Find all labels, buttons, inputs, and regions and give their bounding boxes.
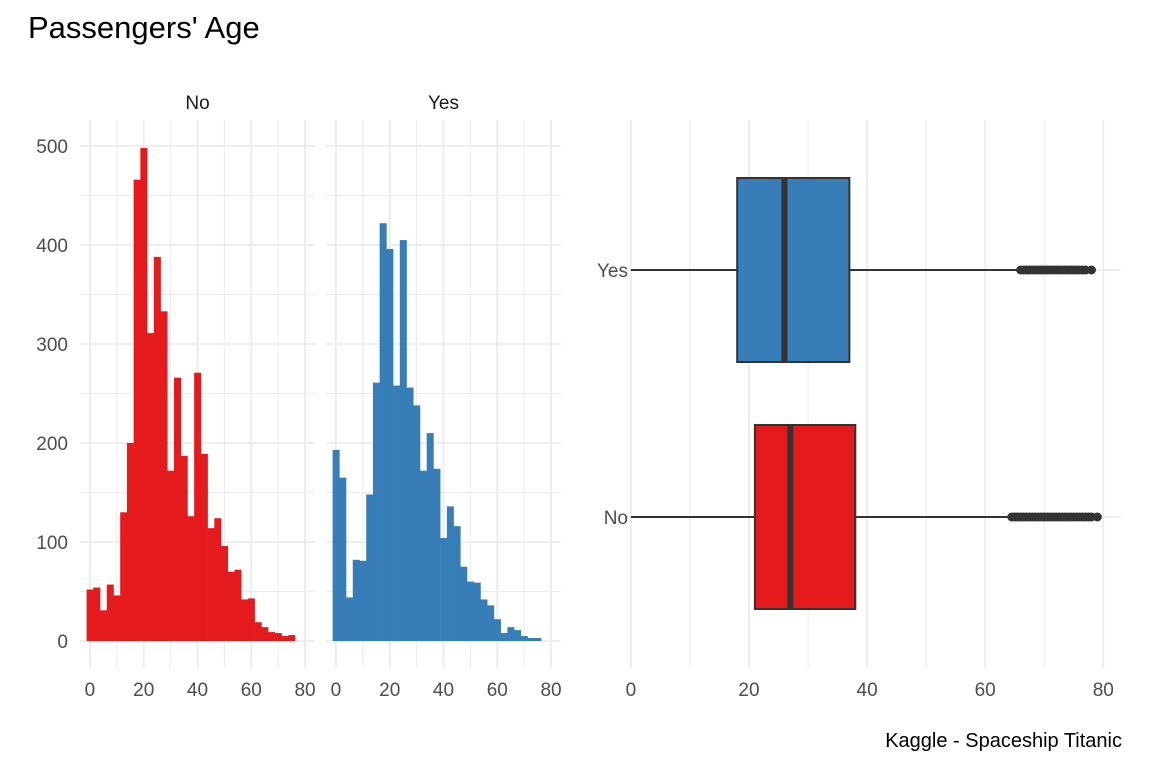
histogram-bar-yes	[426, 433, 434, 641]
histogram-bar-yes	[372, 382, 380, 641]
histogram-bar-yes	[473, 582, 481, 641]
histogram-bar-no	[207, 528, 215, 641]
histogram-bar-no	[140, 147, 148, 642]
histogram-panel-yes: Yes 0 20 40 60 80	[326, 93, 562, 701]
histogram-bar-no	[126, 443, 134, 641]
histogram-bar-no	[120, 512, 128, 641]
histogram-bar-yes	[493, 619, 501, 641]
histogram-bar-no	[261, 627, 269, 641]
histogram-bar-no	[281, 636, 289, 641]
histogram-bar-yes	[446, 506, 454, 641]
x-tick-label: 0	[626, 680, 637, 701]
histogram-bar-yes	[527, 638, 535, 641]
histogram-bar-yes	[453, 526, 461, 641]
y-tick-label: 200	[36, 434, 68, 455]
y-tick-label: 400	[36, 236, 68, 257]
histogram-bar-no	[234, 569, 242, 641]
histogram-bar-no	[227, 571, 235, 641]
y-tick-label: 500	[36, 137, 68, 158]
histogram-bar-no	[214, 518, 222, 641]
chart-title: Passengers' Age	[28, 10, 260, 45]
histogram-bar-yes	[386, 248, 394, 641]
histogram-bar-no	[241, 599, 249, 641]
x-tick-label: 20	[379, 680, 400, 701]
histogram-bar-no	[153, 256, 161, 641]
histogram-bar-yes	[339, 477, 347, 641]
histogram-bar-yes	[433, 468, 441, 641]
histogram-bar-yes	[332, 449, 340, 641]
histogram-bar-yes	[359, 560, 367, 641]
histogram-bar-no	[113, 595, 121, 641]
histogram-bar-no	[180, 455, 188, 641]
facet-label-no: No	[185, 93, 209, 114]
histogram-bar-no	[167, 470, 175, 641]
histogram-bar-yes	[507, 627, 515, 641]
histogram-bar-yes	[534, 638, 542, 641]
histogram-bar-yes	[467, 581, 475, 641]
histogram-bar-no	[147, 333, 155, 641]
histogram-bar-no	[247, 598, 255, 641]
x-tick-label: 80	[294, 680, 315, 701]
histogram-bar-yes	[514, 630, 522, 641]
histogram-bar-no	[274, 633, 282, 641]
histogram-bar-no	[221, 545, 229, 641]
histogram-bar-yes	[419, 470, 427, 641]
histogram-bar-no	[160, 311, 168, 641]
histogram-bar-yes	[399, 240, 407, 642]
outlier-point-no	[1092, 512, 1102, 522]
histogram-bar-no	[268, 632, 276, 641]
histogram-bar-no	[194, 372, 202, 641]
x-tick-label: 60	[241, 680, 262, 701]
histogram-bar-no	[106, 584, 114, 641]
outlier-point-yes	[1086, 265, 1096, 275]
box-no	[753, 424, 857, 610]
histogram-bar-yes	[346, 597, 354, 641]
histogram-bar-no	[187, 516, 195, 641]
histogram-bar-no	[200, 453, 208, 641]
histogram-bar-yes	[487, 605, 495, 641]
y-tick-label: 0	[57, 632, 68, 653]
x-tick-label: 20	[738, 680, 759, 701]
x-tick-label: 80	[540, 680, 561, 701]
x-tick-label: 80	[1093, 680, 1114, 701]
histogram-bar-no	[288, 635, 296, 641]
x-tick-label: 40	[433, 680, 454, 701]
y-tick-label: 100	[36, 533, 68, 554]
histogram-bar-no	[254, 622, 262, 641]
chart-caption: Kaggle - Spaceship Titanic	[885, 730, 1122, 752]
histogram-bar-no	[133, 179, 141, 641]
y-category-label-no: No	[604, 508, 628, 529]
histogram-bar-no	[173, 377, 181, 641]
histogram-bar-yes	[352, 559, 360, 641]
histogram-panel-no: No 0 20 40 60 80 0 100 200 300 400 500	[36, 93, 315, 701]
x-tick-label: 0	[331, 680, 342, 701]
histogram-bar-yes	[366, 494, 374, 641]
x-tick-label: 60	[975, 680, 996, 701]
y-category-label-yes: Yes	[597, 261, 628, 282]
y-tick-label: 300	[36, 335, 68, 356]
histogram-bar-yes	[460, 566, 468, 641]
x-tick-label: 40	[187, 680, 208, 701]
histogram-bar-no	[86, 589, 94, 641]
histogram-bar-yes	[393, 385, 401, 641]
histogram-bar-yes	[500, 633, 508, 641]
histogram-bar-yes	[520, 636, 528, 641]
histogram-bar-yes	[379, 223, 387, 641]
histogram-bar-yes	[413, 405, 421, 641]
histogram-bar-yes	[406, 387, 414, 641]
histogram-bar-yes	[480, 599, 488, 641]
x-tick-label: 0	[85, 680, 96, 701]
histogram-bar-no	[100, 610, 108, 641]
facet-label-yes: Yes	[428, 93, 459, 114]
histogram-bar-no	[93, 587, 101, 641]
histogram-bar-yes	[440, 538, 448, 641]
box-yes	[736, 177, 851, 363]
x-tick-label: 20	[133, 680, 154, 701]
x-tick-label: 40	[857, 680, 878, 701]
boxplot-panel: Yes No 0 20 40 60 80	[597, 120, 1121, 701]
x-tick-label: 60	[487, 680, 508, 701]
